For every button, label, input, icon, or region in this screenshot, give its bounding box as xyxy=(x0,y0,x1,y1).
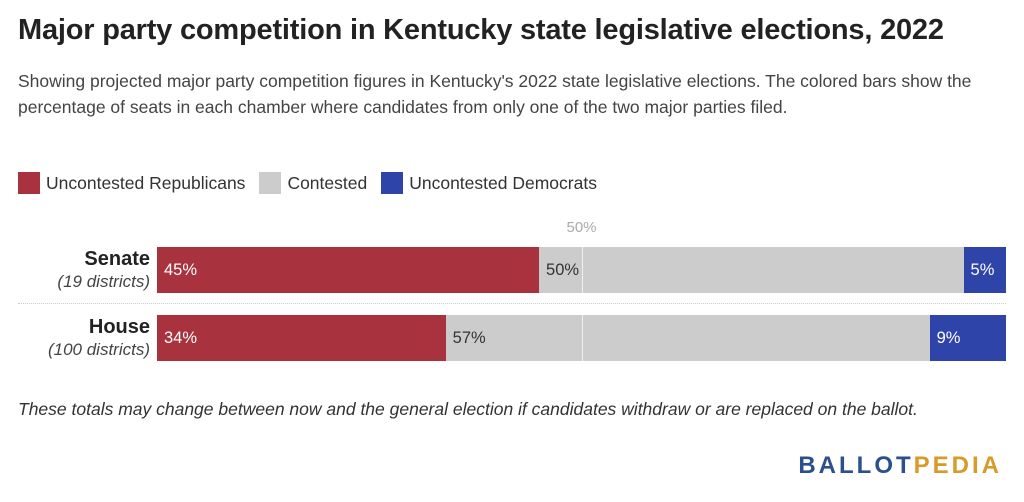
bar-senate-contested xyxy=(539,247,964,293)
chart-subtitle: Showing projected major party competitio… xyxy=(18,71,972,117)
reference-line xyxy=(581,247,583,293)
bar-house-republicans xyxy=(157,315,446,361)
chart-title: Major party competition in Kentucky stat… xyxy=(18,14,944,46)
legend-item-democrats: Uncontested Democrats xyxy=(381,172,597,194)
reference-line-label: 50% xyxy=(566,219,597,236)
bar-value-label: 5% xyxy=(970,261,995,279)
legend: Uncontested Republicans Contested Uncont… xyxy=(18,172,611,194)
footnote: These totals may change between now and … xyxy=(18,399,918,419)
legend-swatch-republicans xyxy=(18,172,40,194)
legend-item-republicans: Uncontested Republicans xyxy=(18,172,245,194)
bar-senate-republicans xyxy=(157,247,540,293)
row-label-house: House (100 districts) xyxy=(0,315,150,361)
row-label-senate: Senate (19 districts) xyxy=(0,247,150,293)
legend-item-contested: Contested xyxy=(259,172,367,194)
row-separator xyxy=(18,303,1006,304)
legend-swatch-contested xyxy=(259,172,282,194)
legend-label-republicans: Uncontested Republicans xyxy=(46,172,246,193)
row-name: Senate xyxy=(84,248,150,270)
row-district-count: (100 districts) xyxy=(47,340,150,359)
legend-swatch-democrats xyxy=(381,172,404,194)
bar-value-label: 50% xyxy=(546,261,580,279)
legend-label-democrats: Uncontested Democrats xyxy=(409,172,597,193)
bar-house-contested xyxy=(445,315,930,361)
bar-house-democrats xyxy=(929,315,1006,361)
bar-senate-democrats xyxy=(963,247,1006,293)
row-name: House xyxy=(88,316,150,338)
reference-line xyxy=(581,315,583,361)
ballotpedia-logo: BALLOTPEDIA xyxy=(798,452,1002,480)
bar-value-label: 45% xyxy=(164,261,198,279)
bar-value-label: 34% xyxy=(164,329,198,347)
legend-label-contested: Contested xyxy=(287,172,368,193)
logo-part-2: PEDIA xyxy=(913,452,1002,479)
bar-value-label: 57% xyxy=(452,329,486,347)
row-district-count: (19 districts) xyxy=(57,272,150,291)
bar-value-label: 9% xyxy=(936,329,961,347)
logo-part-1: BALLOT xyxy=(798,452,914,479)
